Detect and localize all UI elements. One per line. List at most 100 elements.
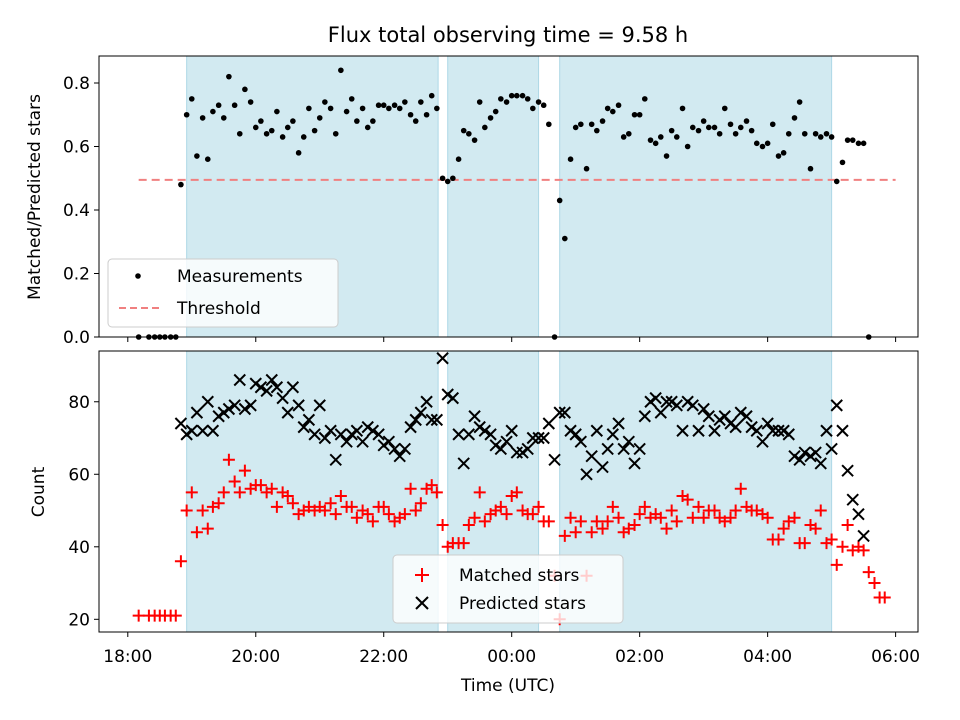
bottom-plot-frame xyxy=(98,350,919,633)
matched-stars-point xyxy=(174,555,187,568)
matched-stars-point xyxy=(574,515,587,528)
matched-stars-point xyxy=(169,609,182,622)
matched-stars-point xyxy=(697,511,710,524)
matched-stars-point xyxy=(334,490,347,503)
predicted-stars-point xyxy=(638,410,651,423)
measurements-point xyxy=(316,115,323,121)
measurements-point xyxy=(354,118,360,124)
x-tick-label: 20:00 xyxy=(231,647,280,667)
measurements-point xyxy=(828,134,835,140)
measurements-point xyxy=(839,159,846,166)
matched-stars-point xyxy=(462,519,475,532)
matched-stars-point xyxy=(270,500,283,513)
y-tick-label: 60 xyxy=(68,465,90,485)
matched-stars-point xyxy=(382,508,395,521)
matched-stars-point xyxy=(601,515,614,528)
measurements-point xyxy=(343,108,350,115)
matched-stars-point xyxy=(606,500,619,513)
measurements-point xyxy=(284,124,291,131)
predicted-stars-point xyxy=(782,428,795,441)
predicted-stars-point xyxy=(233,373,246,387)
predicted-stars-point xyxy=(382,435,396,448)
predicted-stars-point xyxy=(201,395,214,408)
matched-stars-point xyxy=(500,508,513,521)
y-tick-label: 0.4 xyxy=(63,201,90,221)
measurements-point xyxy=(849,137,856,143)
measurements-point xyxy=(775,153,782,159)
measurements-point xyxy=(236,130,243,137)
measurements-point xyxy=(466,130,472,137)
predicted-stars-point xyxy=(281,406,294,419)
predicted-stars-point xyxy=(260,384,273,398)
predicted-stars-point xyxy=(494,442,508,456)
measurements-point xyxy=(471,137,478,143)
measurements-point xyxy=(450,175,456,182)
measurements-point xyxy=(434,105,440,112)
measurements-point xyxy=(780,150,787,156)
matched-stars-point xyxy=(457,537,470,550)
measurements-point xyxy=(753,140,760,147)
matched-stars-point xyxy=(329,508,342,521)
measurements-point xyxy=(743,118,750,124)
measurements-point xyxy=(338,67,344,74)
measurements-point xyxy=(652,140,659,147)
predicted-stars-point xyxy=(526,431,540,445)
measurements-point xyxy=(295,150,302,156)
x-tick-label: 22:00 xyxy=(359,647,408,667)
predicted-stars-point xyxy=(846,493,859,506)
measurements-point xyxy=(386,105,392,112)
predicted-stars-point xyxy=(340,435,353,448)
predicted-stars-point xyxy=(190,406,204,419)
predicted-stars-point xyxy=(297,420,310,434)
measurements-point xyxy=(311,127,318,134)
measurements-point xyxy=(647,137,654,143)
measurements-point xyxy=(695,127,702,134)
observing-window-3 xyxy=(559,55,833,338)
matched-stars-point xyxy=(798,537,811,550)
legend-matched-marker xyxy=(415,568,429,582)
measurements-point xyxy=(290,118,296,124)
predicted-stars-point xyxy=(580,468,593,481)
measurements-point xyxy=(476,99,483,105)
predicted-stars-point xyxy=(537,431,550,445)
predicted-stars-point xyxy=(596,460,609,474)
predicted-stars-point xyxy=(185,424,198,437)
chart-title: Flux total observing time = 9.58 h xyxy=(328,23,688,47)
predicted-stars-point xyxy=(772,424,785,437)
predicted-stars-point xyxy=(521,442,534,456)
measurements-point xyxy=(796,99,803,105)
predicted-stars-point xyxy=(697,402,710,416)
predicted-stars-point xyxy=(766,424,779,437)
measurements-point xyxy=(716,130,723,137)
matched-stars-point xyxy=(761,511,774,524)
matched-stars-point xyxy=(228,475,241,488)
predicted-stars-point xyxy=(302,413,316,427)
measurements-point xyxy=(252,124,259,131)
measurements-point xyxy=(359,105,366,112)
matched-stars-point xyxy=(814,504,827,517)
matched-stars-point xyxy=(526,508,539,521)
measurements-point xyxy=(370,118,376,124)
matched-stars-point xyxy=(201,522,214,535)
predicted-stars-point xyxy=(244,399,257,412)
matched-stars-point xyxy=(409,504,422,517)
matched-stars-point xyxy=(857,544,870,557)
predicted-stars-point xyxy=(654,406,667,419)
y-tick-label: 20 xyxy=(68,610,90,630)
predicted-stars-point xyxy=(633,442,646,456)
legend-matched-label: Matched stars xyxy=(459,566,579,586)
measurements-point xyxy=(391,102,398,109)
measurements-point xyxy=(300,134,307,140)
measurements-point xyxy=(226,73,232,80)
measurements-point xyxy=(423,111,430,118)
measurements-point xyxy=(439,175,446,182)
legend-predicted-marker xyxy=(415,596,429,610)
predicted-stars-point xyxy=(500,435,513,448)
predicted-stars-point xyxy=(452,428,465,441)
measurements-point xyxy=(668,127,675,134)
measurements-point xyxy=(663,153,670,159)
predicted-stars-point xyxy=(414,406,428,419)
matched-stars-point xyxy=(612,511,625,524)
matched-stars-point xyxy=(825,533,838,546)
measurements-point xyxy=(860,140,867,147)
